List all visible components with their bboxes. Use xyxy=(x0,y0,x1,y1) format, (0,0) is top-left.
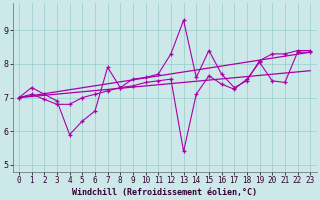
X-axis label: Windchill (Refroidissement éolien,°C): Windchill (Refroidissement éolien,°C) xyxy=(72,188,257,197)
